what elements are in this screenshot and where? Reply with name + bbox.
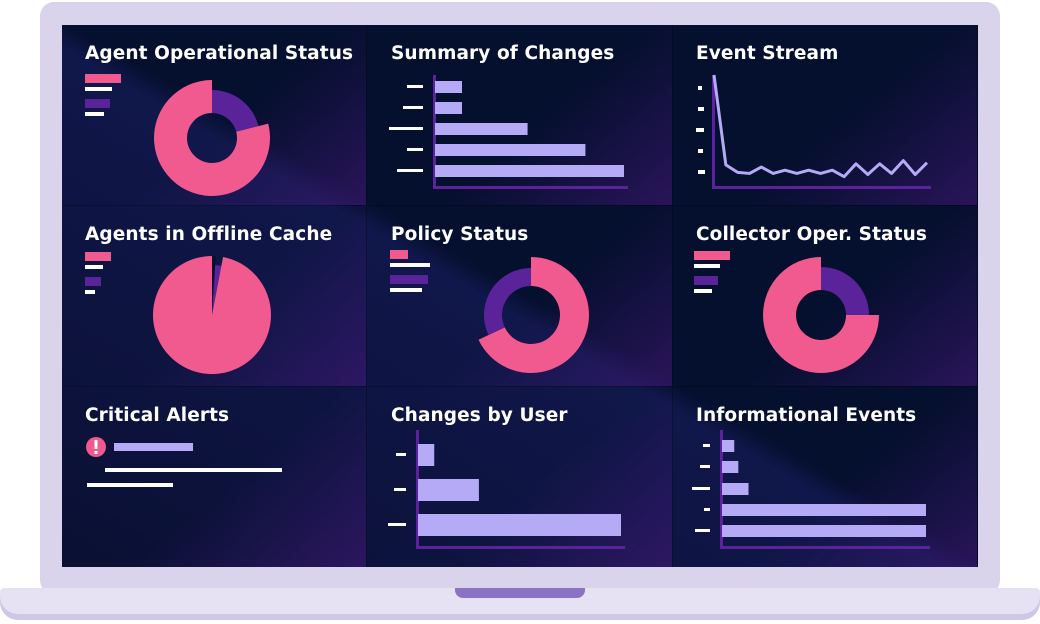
panel-title: Changes by User [391, 405, 568, 426]
panel-title: Collector Oper. Status [696, 224, 927, 245]
legend-swatch-purple [85, 277, 101, 286]
bar [418, 479, 479, 501]
y-tick-label [407, 148, 423, 151]
panel-title: Agent Operational Status [85, 43, 354, 64]
y-tick-label [698, 86, 702, 90]
panel-title: Critical Alerts [85, 405, 230, 426]
legend-label [390, 288, 422, 292]
legend-label [694, 264, 720, 268]
alert-item-title [114, 443, 193, 451]
panel-title: Informational Events [696, 405, 917, 426]
x-axis [712, 186, 931, 189]
legend-swatch-purple [390, 275, 428, 284]
bar [435, 123, 528, 135]
y-tick-label [396, 453, 406, 456]
legend-swatch-pink [390, 250, 408, 259]
y-tick-label [692, 487, 710, 490]
y-tick-label [696, 128, 704, 132]
panel-critical-alerts[interactable]: Critical Alerts [62, 387, 367, 567]
panel-title: Event Stream [696, 43, 839, 64]
y-axis [720, 430, 723, 546]
alert-item-text [87, 483, 173, 487]
legend-label [390, 263, 430, 267]
bar [722, 483, 749, 495]
bar [435, 81, 462, 93]
pie-slice [212, 90, 259, 132]
y-tick-label [703, 444, 710, 447]
y-axis [712, 75, 715, 186]
y-tick-label [698, 170, 705, 174]
legend-label [85, 87, 112, 91]
y-tick-label [700, 465, 710, 468]
bar [722, 525, 926, 537]
bar [418, 444, 435, 466]
dashboard-screen: Agent Operational Status Summary of Chan… [62, 25, 978, 567]
panel-title: Policy Status [391, 224, 529, 245]
x-axis [433, 186, 628, 189]
x-axis [416, 546, 625, 549]
y-tick-label [403, 106, 423, 109]
pie-slice [212, 256, 216, 315]
legend-swatch-purple [694, 276, 718, 285]
legend-swatch-purple [85, 99, 110, 108]
y-tick-label [698, 107, 704, 111]
y-axis [433, 75, 436, 186]
bar [722, 504, 926, 516]
y-tick-label [695, 529, 710, 532]
pie-slice [152, 256, 271, 374]
legend-label [85, 265, 103, 269]
pie-slice [821, 267, 869, 315]
y-tick-label [407, 85, 423, 88]
y-tick-label [397, 169, 423, 172]
pie-slice [483, 268, 531, 336]
bar [435, 102, 462, 114]
panel-event-stream[interactable]: Event Stream [673, 25, 978, 206]
exclamation-icon-stroke [94, 440, 98, 449]
laptop-notch [455, 588, 585, 598]
y-tick-label [389, 127, 423, 130]
bar [435, 165, 624, 177]
panel-title: Agents in Offline Cache [85, 224, 333, 245]
y-tick-label [698, 149, 703, 153]
bar [722, 461, 739, 473]
charts-layer [85, 74, 931, 549]
pie-slice [153, 80, 270, 197]
legend-swatch-pink [85, 252, 111, 261]
bar [722, 440, 735, 452]
x-axis [720, 546, 930, 549]
y-tick-label [388, 523, 406, 526]
pie-slice [212, 265, 222, 315]
bar [418, 514, 621, 536]
legend-label [85, 112, 104, 116]
y-tick-label [704, 508, 710, 511]
pie-slice [763, 257, 879, 373]
legend-label [85, 290, 95, 294]
exclamation-icon-dot [94, 451, 98, 454]
legend-swatch-pink [85, 74, 121, 83]
panel-title: Summary of Changes [391, 43, 615, 64]
alert-item-text [105, 468, 282, 472]
bar [435, 144, 586, 156]
y-axis [416, 430, 419, 546]
pie-slice [478, 257, 589, 373]
legend-swatch-pink [694, 251, 730, 260]
legend-label [694, 289, 712, 293]
event-line [712, 74, 929, 179]
y-tick-label [394, 488, 406, 491]
